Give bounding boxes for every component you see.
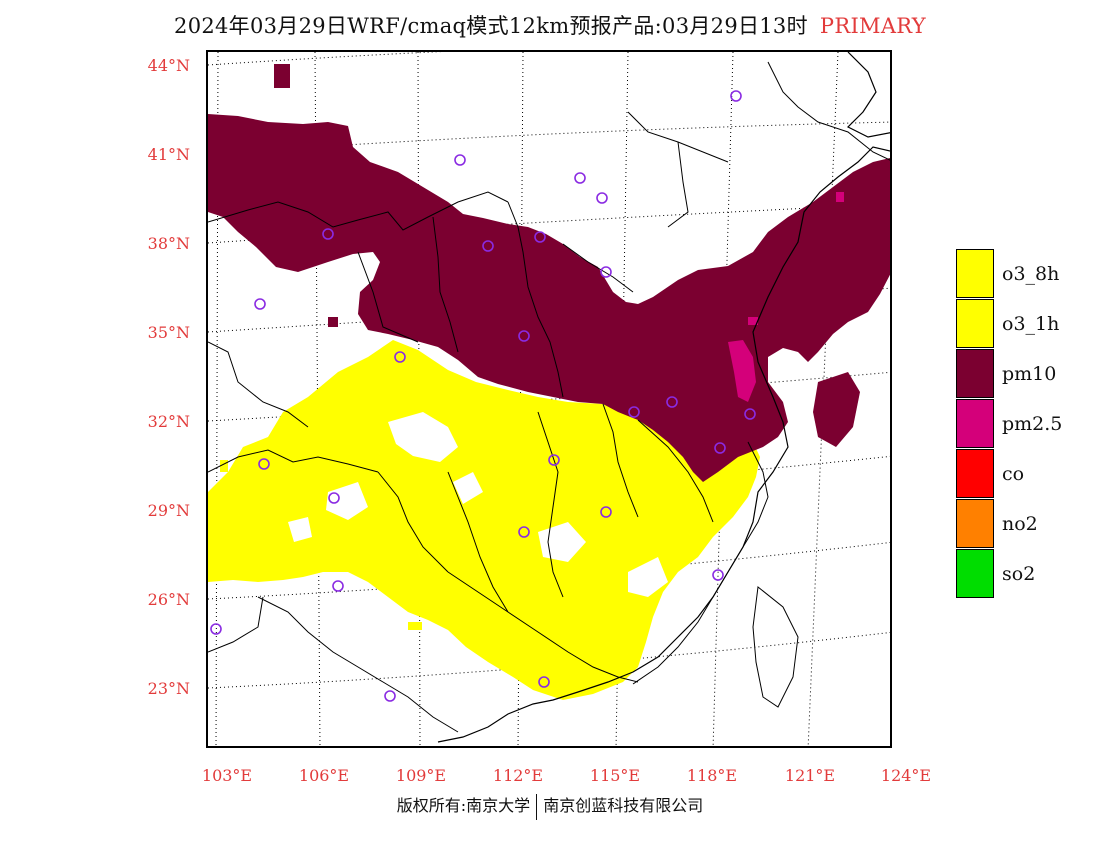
footer-left: 版权所有:南京大学 <box>396 796 531 815</box>
legend-swatch <box>956 399 994 448</box>
station-marker[interactable] <box>454 154 466 166</box>
station-marker[interactable] <box>538 676 550 688</box>
station-marker[interactable] <box>628 406 640 418</box>
legend-label: pm10 <box>1002 363 1057 385</box>
station-marker[interactable] <box>666 396 678 408</box>
legend-label: so2 <box>1002 563 1036 585</box>
station-marker[interactable] <box>730 90 742 102</box>
lat-label-35: 35°N <box>147 323 190 342</box>
lon-label-103: 103°E <box>201 766 253 785</box>
pm10-region <box>208 64 890 482</box>
station-marker[interactable] <box>712 569 724 581</box>
legend-swatch <box>956 299 994 348</box>
pm25-region <box>728 192 844 402</box>
station-marker[interactable] <box>600 506 612 518</box>
legend-swatch <box>956 349 994 398</box>
legend: o3_8h o3_1h pm10 pm2.5 co no2 so2 <box>956 249 1096 599</box>
legend-label: o3_1h <box>1002 313 1060 335</box>
lat-label-23: 23°N <box>147 679 190 698</box>
footer-right: 南京创蓝科技有限公司 <box>543 796 704 815</box>
station-marker[interactable] <box>322 228 334 240</box>
legend-swatch <box>956 549 994 598</box>
lon-label-106: 106°E <box>298 766 350 785</box>
pollution-map <box>208 52 890 746</box>
legend-label: pm2.5 <box>1002 413 1063 435</box>
lon-label-109: 109°E <box>395 766 447 785</box>
boundaries <box>208 61 890 733</box>
lat-label-38: 38°N <box>147 234 190 253</box>
lon-label-124: 124°E <box>880 766 932 785</box>
station-marker[interactable] <box>394 351 406 363</box>
lon-label-112: 112°E <box>492 766 544 785</box>
station-marker[interactable] <box>384 690 396 702</box>
legend-item-co: co <box>956 449 1096 499</box>
lat-label-26: 26°N <box>147 590 190 609</box>
copyright-footer: 版权所有:南京大学 南京创蓝科技有限公司 <box>0 792 1100 820</box>
legend-item-pm10: pm10 <box>956 349 1096 399</box>
title-tag: PRIMARY <box>819 14 926 38</box>
coastline <box>437 52 890 743</box>
station-marker[interactable] <box>328 492 340 504</box>
station-marker[interactable] <box>534 231 546 243</box>
lon-label-118: 118°E <box>686 766 738 785</box>
lat-label-29: 29°N <box>147 501 190 520</box>
legend-item-pm25: pm2.5 <box>956 399 1096 449</box>
o3-gaps <box>288 412 668 597</box>
legend-item-o3-1h: o3_1h <box>956 299 1096 349</box>
legend-swatch <box>956 249 994 298</box>
station-marker[interactable] <box>548 454 560 466</box>
legend-label: co <box>1002 463 1025 485</box>
legend-item-so2: so2 <box>956 549 1096 599</box>
lat-label-44: 44°N <box>147 56 190 75</box>
station-marker[interactable] <box>600 266 612 278</box>
station-marker[interactable] <box>574 172 586 184</box>
station-marker[interactable] <box>596 192 608 204</box>
footer-separator <box>536 793 538 820</box>
station-marker[interactable] <box>744 408 756 420</box>
station-marker[interactable] <box>332 580 344 592</box>
station-markers <box>210 90 756 702</box>
legend-swatch <box>956 449 994 498</box>
map-title: 2024年03月29日WRF/cmaq模式12km预报产品:03月29日13时 P… <box>0 10 1100 40</box>
lat-label-41: 41°N <box>147 145 190 164</box>
legend-item-o3-8h: o3_8h <box>956 249 1096 299</box>
station-marker[interactable] <box>254 298 266 310</box>
lat-label-32: 32°N <box>147 412 190 431</box>
legend-swatch <box>956 499 994 548</box>
station-marker[interactable] <box>518 526 530 538</box>
legend-label: o3_8h <box>1002 263 1060 285</box>
station-marker[interactable] <box>482 240 494 252</box>
title-main: 2024年03月29日WRF/cmaq模式12km预报产品:03月29日13时 <box>174 14 808 38</box>
station-marker[interactable] <box>258 458 270 470</box>
legend-item-no2: no2 <box>956 499 1096 549</box>
station-marker[interactable] <box>714 442 726 454</box>
legend-label: no2 <box>1002 513 1038 535</box>
o3-region <box>208 340 760 700</box>
lon-label-115: 115°E <box>589 766 641 785</box>
station-marker[interactable] <box>210 623 222 635</box>
map-area[interactable] <box>206 50 892 748</box>
lon-label-121: 121°E <box>784 766 836 785</box>
station-marker[interactable] <box>518 330 530 342</box>
